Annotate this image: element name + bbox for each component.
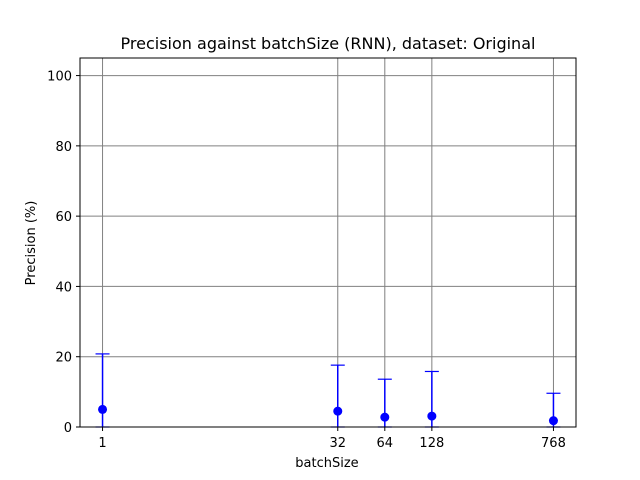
chart-title: Precision against batchSize (RNN), datas… [121,34,536,53]
x-tick-label: 128 [419,436,444,451]
x-axis-label: batchSize [295,456,358,471]
y-tick-label: 40 [55,280,72,295]
data-point [333,406,343,416]
data-point [98,404,108,414]
grid [80,58,576,428]
x-tick-label: 64 [377,436,394,451]
data-point [427,411,437,421]
y-tick-label: 0 [64,421,72,436]
y-tick-label: 100 [47,70,72,85]
y-tick-label: 20 [55,351,72,366]
x-tick-label: 1 [98,436,106,451]
ticks: 0 20 40 60 80 100 1 32 64 128 768 [47,70,566,451]
y-tick-label: 80 [55,140,72,155]
x-tick-label: 32 [329,436,346,451]
x-tick-label: 768 [541,436,566,451]
data-point [380,412,390,422]
y-axis-label: Precision (%) [24,201,39,286]
data-point [548,416,558,426]
plot-frame [79,57,577,428]
y-tick-label: 60 [55,210,72,225]
